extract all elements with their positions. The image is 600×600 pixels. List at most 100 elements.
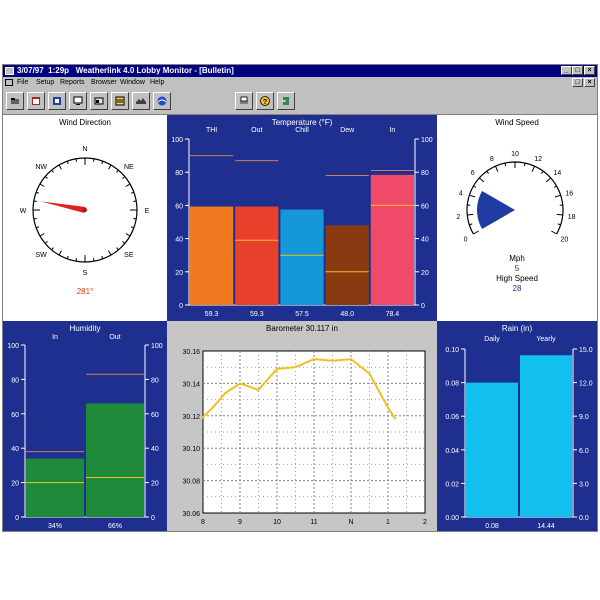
document-menu-icon[interactable] <box>5 79 13 86</box>
station-button[interactable] <box>48 92 66 110</box>
bar-value-label: 57.5 <box>295 311 309 318</box>
y-tick-label-left: 0.06 <box>445 414 459 421</box>
mdi-restore-button[interactable]: □ <box>572 78 583 87</box>
bar-value-label: 78.4 <box>386 311 400 318</box>
gauge-tick <box>486 170 489 174</box>
noaa-logo-button[interactable] <box>153 92 171 110</box>
exit-button[interactable] <box>277 92 295 110</box>
x-tick-label: N <box>348 519 353 526</box>
open-icon <box>11 98 19 104</box>
high-speed-value: 28 <box>512 284 522 293</box>
compass-tick <box>51 169 54 173</box>
y-tick-label-right: 15.0 <box>579 347 593 354</box>
gauge-label: 14 <box>553 170 561 177</box>
menu-window[interactable]: Window <box>120 79 145 86</box>
bar-value-label: 66% <box>108 523 122 530</box>
gauge-label: 0 <box>464 237 468 244</box>
compass-tick <box>66 255 69 260</box>
compass-label: S <box>83 270 88 277</box>
column-label: Out <box>109 334 120 341</box>
compass-tick <box>133 200 137 202</box>
gauge-label: 6 <box>471 170 475 177</box>
y-tick-label: 30.10 <box>182 446 200 453</box>
minimize-button[interactable]: _ <box>561 66 572 75</box>
summary-button[interactable] <box>111 92 129 110</box>
compass-label: E <box>145 208 150 215</box>
rain-chart: 0.10 15.0 0.08 12.0 0.06 9.0 0.04 6.0 0.02 3.0 0.0… <box>445 336 593 530</box>
menu-setup[interactable]: Setup <box>36 79 55 86</box>
y-tick-label-left: 60 <box>175 203 183 210</box>
compass-tick <box>125 183 131 187</box>
compass-label: W <box>20 208 27 215</box>
compass-tick <box>122 241 126 244</box>
column-label: Dew <box>340 127 355 134</box>
help-icon: ? <box>260 96 270 106</box>
bar-value-label: 0.08 <box>485 523 499 530</box>
wind-direction-needle <box>40 201 86 213</box>
noaa-button[interactable] <box>132 92 150 110</box>
bar <box>280 209 324 305</box>
mdi-close-button[interactable]: × <box>584 78 595 87</box>
y-tick-label-right: 6.0 <box>579 448 589 455</box>
wind-direction-panel: Wind Direction N NE E SE S SW W NW 281° <box>3 115 167 321</box>
gauge-tick <box>473 185 477 188</box>
gauge-tick <box>557 223 561 226</box>
bulletin-panels: Wind Direction N NE E SE S SW W NW 281° Tempera… <box>3 115 597 531</box>
calendar-button[interactable] <box>27 92 45 110</box>
menu-reports[interactable]: Reports <box>60 79 85 86</box>
wind-speed-gauge: 0 2 4 6 8 10 12 14 16 18 20 <box>456 151 576 244</box>
y-tick-label-right: 3.0 <box>579 481 589 488</box>
y-tick-label-right: 100 <box>151 343 163 350</box>
close-button[interactable]: × <box>584 66 595 75</box>
y-tick-label-left: 20 <box>11 481 19 488</box>
wind-direction-title: Wind Direction <box>58 118 111 127</box>
column-label: Yearly <box>536 336 556 343</box>
gauge-tick <box>469 223 473 226</box>
monitor-icon <box>73 96 83 105</box>
bar-value-label: 59.3 <box>250 311 264 318</box>
compass-tick <box>116 169 119 173</box>
y-tick-label-right: 40 <box>421 237 429 244</box>
gauge-tick <box>531 165 535 172</box>
column-label: Daily <box>484 336 500 343</box>
gauge-tick <box>469 194 476 198</box>
summary-icon <box>115 96 125 106</box>
y-tick-label-right: 20 <box>151 481 159 488</box>
gauge-tick <box>504 162 507 167</box>
menu-browser[interactable]: Browser <box>91 79 117 86</box>
title-bar[interactable]: 3/07/97 1:29p Weatherlink 4.0 Lobby Moni… <box>3 65 597 77</box>
compass-tick <box>108 250 112 256</box>
temperature-chart: 100 100 80 80 60 60 40 40 20 20 0 0 THI 59.3 Out 59.3 Ch… <box>171 127 432 318</box>
compass-tick <box>122 176 126 179</box>
mph-value: 5 <box>514 264 520 273</box>
help-button[interactable]: ? <box>256 92 274 110</box>
menu-help[interactable]: Help <box>150 79 165 86</box>
calendar-icon <box>32 97 40 105</box>
y-tick-label-left: 40 <box>11 446 19 453</box>
menu-file[interactable]: File <box>17 79 29 86</box>
compass-label: NW <box>35 164 47 171</box>
y-tick-label-right: 60 <box>151 412 159 419</box>
open-button[interactable] <box>6 92 24 110</box>
y-tick-label: 30.08 <box>182 479 200 486</box>
maximize-button[interactable]: □ <box>572 66 583 75</box>
mph-label: Mph <box>509 254 525 263</box>
compass-tick <box>66 160 69 165</box>
system-menu-icon[interactable] <box>5 67 14 75</box>
monitor-button[interactable] <box>69 92 87 110</box>
compass-hub <box>83 208 87 212</box>
y-tick-label-right: 80 <box>151 377 159 384</box>
bar-value-label: 34% <box>48 523 62 530</box>
y-tick-label-left: 100 <box>171 137 183 144</box>
humidity-title: Humidity <box>69 324 101 333</box>
gauge-label: 20 <box>560 237 568 244</box>
compass-tick <box>130 226 135 229</box>
column-label: THI <box>206 127 217 134</box>
gauge-label: 18 <box>568 214 576 221</box>
print-button[interactable] <box>235 92 253 110</box>
barometer-chart: 30.16 30.14 30.12 30.10 30.08 30.068 9 10 11 N 1 2 <box>182 349 427 526</box>
barometer-panel: Barometer 30.117 in 30.16 30.14 30.12 30.10… <box>167 321 437 531</box>
bar <box>370 174 414 305</box>
bar <box>235 206 279 305</box>
bulletin-button[interactable] <box>90 92 108 110</box>
